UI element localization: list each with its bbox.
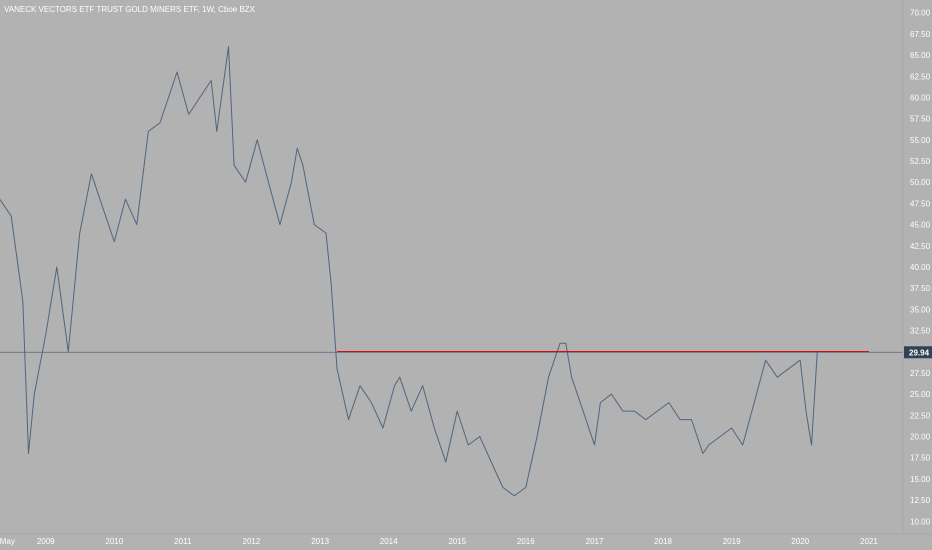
y-tick-label: 45.00 [910,221,931,230]
x-tick-label: 2012 [243,537,261,546]
y-tick-label: 12.50 [910,496,931,505]
y-tick-label: 20.00 [910,433,931,442]
y-tick-label: 10.00 [910,517,931,526]
x-tick-label: 2016 [517,537,535,546]
y-tick-label: 62.50 [910,72,931,81]
x-tick-label: 2020 [791,537,809,546]
chart-title: VANECK VECTORS ETF TRUST GOLD MINERS ETF… [4,5,256,14]
x-tick-label: 2009 [37,537,55,546]
y-tick-label: 15.00 [910,475,931,484]
last-price-label: 29.94 [909,348,930,357]
y-tick-label: 40.00 [910,263,931,272]
y-tick-label: 47.50 [910,199,931,208]
y-tick-label: 22.50 [910,411,931,420]
price-series-line [0,46,818,497]
y-tick-label: 32.50 [910,327,931,336]
x-tick-label: 2019 [723,537,741,546]
x-tick-label: 2021 [860,537,878,546]
x-tick-label: 2011 [174,537,192,546]
y-tick-label: 52.50 [910,157,931,166]
price-axis[interactable]: 10.00 12.50 15.00 17.50 20.00 22.50 25.00 27.50… [902,0,932,534]
y-tick-label: 50.00 [910,178,931,187]
plot-area[interactable] [0,46,903,497]
y-tick-label: 55.00 [910,136,931,145]
last-price-badge [904,346,932,359]
x-tick-label: 2017 [586,537,604,546]
y-tick-label: 27.50 [910,369,931,378]
y-tick-label: 35.00 [910,305,931,314]
y-tick-label: 37.50 [910,284,931,293]
y-tick-label: 42.50 [910,242,931,251]
y-tick-label: 17.50 [910,454,931,463]
x-tick-label: 2010 [105,537,123,546]
y-tick-label: 60.00 [910,93,931,102]
x-tick-label: 2018 [654,537,672,546]
y-tick-label: 65.00 [910,51,931,60]
y-tick-label: 57.50 [910,115,931,124]
x-tick-label: May [0,537,15,546]
time-axis[interactable]: May 2009 2010 2011 2012 2013 2014 2015 2016 2017 2… [0,533,932,546]
y-tick-label: 67.50 [910,30,931,39]
x-tick-label: 2015 [448,537,466,546]
x-tick-label: 2014 [380,537,398,546]
x-tick-label: 2013 [311,537,329,546]
y-tick-label: 25.00 [910,390,931,399]
y-tick-label: 70.00 [910,9,931,18]
